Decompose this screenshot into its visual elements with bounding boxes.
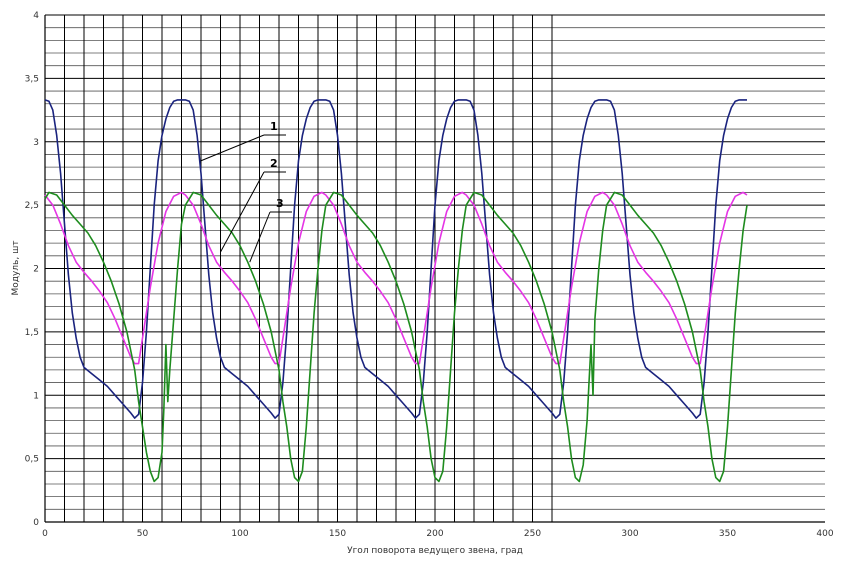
series-group — [44, 99, 748, 483]
tick-labels: 0 50 100 150 200 250 300 350 400 0 0,5 1 1,5 2 2,5 3 3,5… — [25, 11, 834, 539]
y-tick-label: 3,5 — [25, 74, 39, 84]
x-tick-label: 300 — [621, 529, 638, 539]
y-tick-label: 1,5 — [25, 328, 39, 338]
curve-label-3: 3 — [276, 197, 284, 210]
x-tick-label: 50 — [137, 529, 149, 539]
y-tick-label: 2,5 — [25, 201, 39, 211]
axes — [44, 15, 825, 523]
y-tick-label: 0,5 — [25, 455, 39, 465]
curve-label-2: 2 — [270, 157, 278, 170]
curve-label-1: 1 — [270, 120, 278, 133]
series-line-2 — [44, 191, 748, 365]
x-tick-label: 400 — [816, 529, 833, 539]
y-tick-label: 2 — [33, 265, 39, 275]
x-tick-label: 100 — [231, 529, 248, 539]
series-line-1 — [44, 99, 747, 419]
y-tick-label: 0 — [33, 518, 39, 528]
curve-labels: 1 2 3 — [200, 120, 292, 263]
x-axis-label: Угол поворота ведущего звена, град — [347, 546, 523, 556]
x-tick-label: 0 — [42, 529, 48, 539]
x-tick-label: 150 — [329, 529, 346, 539]
curve-label-leader — [220, 171, 265, 253]
x-tick-label: 200 — [426, 529, 443, 539]
x-tick-label: 350 — [719, 529, 736, 539]
y-tick-label: 3 — [33, 138, 39, 148]
curve-label-leader — [249, 211, 271, 263]
curve-label-leader — [200, 134, 265, 162]
x-tick-label: 250 — [524, 529, 541, 539]
y-tick-label: 4 — [33, 11, 39, 21]
y-axis-label: Модуль, шт — [11, 240, 21, 295]
y-tick-label: 1 — [33, 391, 39, 401]
series-line-3 — [44, 191, 748, 483]
